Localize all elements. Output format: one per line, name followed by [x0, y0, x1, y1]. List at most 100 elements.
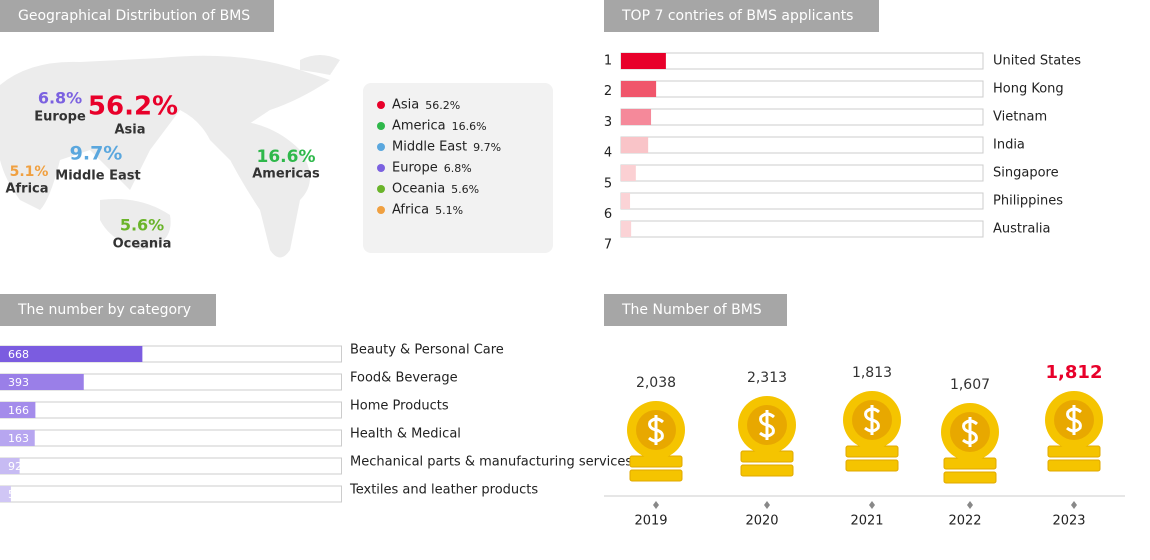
value-label: 92	[8, 460, 22, 473]
panel-title: Geographical Distribution of BMS	[18, 8, 250, 24]
value-label: 166	[8, 404, 29, 417]
bar-track	[620, 52, 984, 70]
coin	[941, 403, 999, 484]
x-tick-label: 2022	[948, 514, 981, 529]
rank-label: 6	[604, 207, 612, 222]
bar	[621, 109, 652, 125]
bar-track	[0, 429, 342, 447]
coin-symbol	[759, 410, 775, 440]
bar-track	[620, 80, 984, 98]
panel-header	[0, 294, 216, 326]
bar	[0, 458, 20, 474]
coin-stack	[943, 471, 997, 484]
bar	[0, 374, 84, 390]
coin-symbol	[648, 415, 664, 445]
category-label: Home Products	[350, 399, 449, 414]
bar	[621, 81, 657, 97]
coin	[1045, 391, 1103, 472]
bar	[621, 221, 632, 237]
bar	[0, 486, 11, 502]
bar-track	[0, 457, 342, 475]
bar	[621, 137, 649, 153]
category-label: Food& Beverage	[350, 371, 458, 386]
tick-diamond	[764, 501, 770, 509]
bar-track	[620, 136, 984, 154]
legend-label: Europe	[392, 161, 438, 176]
x-tick-label: 2020	[745, 514, 778, 529]
rank-label: 7	[604, 238, 612, 253]
value-label: 1,812	[1046, 362, 1103, 383]
bar-track	[620, 220, 984, 238]
bar	[0, 402, 36, 418]
country-label: United States	[993, 54, 1081, 69]
country-label: India	[993, 138, 1025, 153]
panel-header	[604, 294, 787, 326]
value-label: 1,607	[950, 377, 990, 393]
map-value: 16.6%	[257, 147, 316, 167]
legend-box	[363, 83, 553, 253]
rank-label: 1	[604, 54, 612, 69]
legend-dot	[377, 143, 385, 151]
coin-symbol	[962, 417, 978, 447]
country-label: Hong Kong	[993, 82, 1064, 97]
tick-diamond	[869, 501, 875, 509]
value-label: 2,038	[636, 375, 676, 391]
country-label: Vietnam	[993, 110, 1047, 125]
x-tick-label: 2023	[1052, 514, 1085, 529]
map-region: Oceania	[113, 237, 172, 252]
x-tick-label: 2021	[850, 514, 883, 529]
coin-stack	[629, 469, 683, 482]
country-label: Australia	[993, 222, 1051, 237]
category-label: Beauty & Personal Care	[350, 343, 504, 358]
map-region: Middle East	[55, 169, 140, 184]
tick-diamond	[1071, 501, 1077, 509]
legend-value: 9.7%	[473, 141, 501, 154]
panel-title: The number by category	[17, 302, 191, 318]
coin	[627, 401, 685, 482]
bar	[0, 430, 35, 446]
bar-track	[620, 192, 984, 210]
panel-header	[604, 0, 879, 32]
map-value: 5.6%	[120, 216, 164, 235]
bar-track	[0, 485, 342, 503]
map-region: Africa	[5, 182, 48, 197]
coin	[843, 391, 901, 472]
legend-value: 5.6%	[451, 183, 479, 196]
value-label: 51	[8, 488, 22, 501]
panel-header	[0, 0, 274, 32]
bar-track	[620, 164, 984, 182]
rank-label: 2	[604, 84, 612, 99]
value-label: 393	[8, 376, 29, 389]
rank-label: 5	[604, 176, 612, 191]
tick-diamond	[967, 501, 973, 509]
panel-title: TOP 7 contries of BMS applicants	[621, 8, 853, 24]
map-region: Americas	[252, 167, 320, 182]
coin-stack	[1047, 459, 1101, 472]
x-tick-label: 2019	[634, 514, 667, 529]
legend-dot	[377, 185, 385, 193]
map-region: Europe	[34, 110, 86, 125]
bar	[621, 165, 636, 181]
legend-dot	[377, 206, 385, 214]
legend-label: Africa	[392, 203, 429, 218]
legend-value: 6.8%	[444, 162, 472, 175]
legend-dot	[377, 164, 385, 172]
map-region: Asia	[114, 123, 145, 138]
legend-value: 16.6%	[452, 120, 487, 133]
legend-label: Asia	[392, 98, 419, 113]
panel-title: The Number of BMS	[621, 302, 762, 318]
legend-label: America	[392, 119, 446, 134]
rank-label: 4	[604, 146, 612, 161]
category-label: Textiles and leather products	[349, 483, 538, 498]
coin-symbol	[864, 405, 880, 435]
country-label: Philippines	[993, 194, 1063, 209]
value-label: 668	[8, 348, 29, 361]
coin	[738, 396, 796, 477]
legend-value: 5.1%	[435, 204, 463, 217]
legend-dot	[377, 122, 385, 130]
world-map	[0, 55, 340, 258]
value-label: 2,313	[747, 370, 787, 386]
bar	[0, 346, 143, 362]
bar	[621, 193, 631, 209]
